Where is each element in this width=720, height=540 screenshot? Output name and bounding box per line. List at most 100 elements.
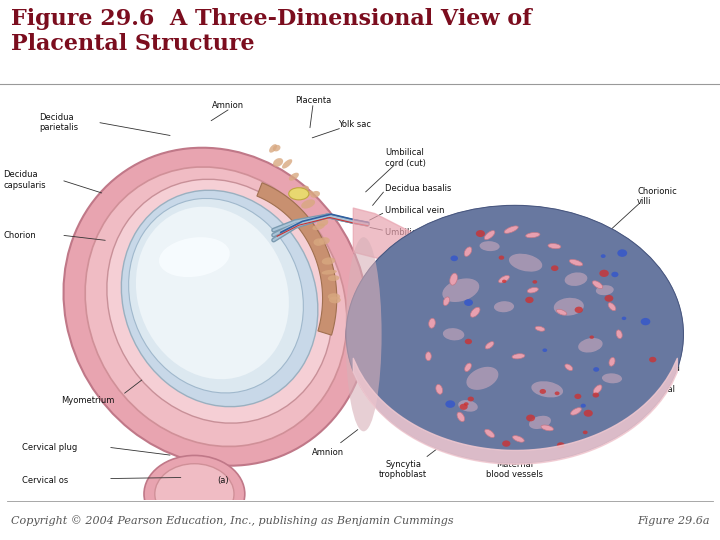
Circle shape: [525, 297, 534, 303]
Circle shape: [599, 269, 609, 277]
Circle shape: [499, 255, 504, 260]
Text: Placenta: Placenta: [295, 96, 331, 105]
Ellipse shape: [317, 219, 328, 226]
Ellipse shape: [300, 186, 309, 192]
Ellipse shape: [593, 281, 603, 288]
Circle shape: [551, 265, 559, 271]
Ellipse shape: [450, 273, 457, 285]
Circle shape: [593, 367, 599, 372]
Text: Area filled
with
maternal
blood: Area filled with maternal blood: [637, 364, 680, 404]
Ellipse shape: [303, 191, 312, 197]
Circle shape: [346, 205, 684, 464]
Ellipse shape: [548, 244, 561, 249]
Ellipse shape: [554, 298, 584, 315]
Circle shape: [584, 410, 593, 417]
Text: Decidua
parietalis: Decidua parietalis: [40, 112, 78, 132]
Circle shape: [617, 249, 627, 257]
Text: Cervical plug: Cervical plug: [22, 443, 77, 451]
Ellipse shape: [464, 247, 472, 256]
Circle shape: [446, 400, 455, 408]
Circle shape: [502, 280, 506, 283]
Ellipse shape: [494, 301, 514, 312]
Ellipse shape: [129, 199, 303, 393]
Circle shape: [611, 272, 618, 277]
Ellipse shape: [464, 363, 472, 372]
Text: Amnion: Amnion: [312, 448, 343, 457]
Text: (a): (a): [217, 476, 229, 485]
Ellipse shape: [564, 272, 588, 286]
Ellipse shape: [136, 207, 289, 379]
Text: Amnion: Amnion: [212, 101, 245, 110]
Circle shape: [582, 430, 588, 434]
Ellipse shape: [527, 287, 539, 293]
Ellipse shape: [499, 275, 509, 283]
Ellipse shape: [346, 237, 382, 431]
Ellipse shape: [442, 279, 480, 302]
Ellipse shape: [541, 425, 554, 431]
Ellipse shape: [602, 373, 622, 383]
Ellipse shape: [480, 241, 500, 251]
Ellipse shape: [444, 297, 449, 306]
Ellipse shape: [301, 199, 315, 208]
Ellipse shape: [312, 224, 325, 230]
Circle shape: [600, 254, 606, 258]
Ellipse shape: [313, 238, 324, 246]
Ellipse shape: [504, 226, 518, 233]
Ellipse shape: [485, 429, 495, 437]
Text: Chorion: Chorion: [4, 231, 36, 240]
Circle shape: [641, 318, 650, 325]
Text: Figure 29.6  A Three-Dimensional View of
Placental Structure: Figure 29.6 A Three-Dimensional View of …: [11, 8, 531, 55]
Text: Figure 29.6a: Figure 29.6a: [636, 516, 709, 526]
Circle shape: [575, 307, 583, 313]
Ellipse shape: [458, 400, 478, 411]
Ellipse shape: [529, 416, 551, 429]
Ellipse shape: [322, 258, 335, 265]
Ellipse shape: [485, 231, 495, 240]
Circle shape: [464, 299, 473, 306]
Ellipse shape: [328, 293, 340, 300]
Circle shape: [590, 335, 594, 339]
Text: Copyright © 2004 Pearson Education, Inc., publishing as Benjamin Cummings: Copyright © 2004 Pearson Education, Inc.…: [11, 516, 454, 526]
Circle shape: [539, 389, 546, 394]
Ellipse shape: [269, 144, 277, 153]
Ellipse shape: [512, 354, 525, 359]
Ellipse shape: [485, 342, 494, 349]
Ellipse shape: [608, 303, 616, 310]
Ellipse shape: [289, 188, 309, 200]
Ellipse shape: [565, 364, 572, 370]
Text: Myometrium: Myometrium: [61, 396, 114, 405]
Polygon shape: [257, 183, 337, 335]
Ellipse shape: [282, 159, 292, 168]
Circle shape: [451, 255, 458, 261]
Ellipse shape: [570, 259, 582, 266]
Ellipse shape: [436, 384, 443, 394]
Ellipse shape: [155, 464, 234, 524]
Circle shape: [476, 230, 485, 237]
Ellipse shape: [289, 173, 299, 181]
Circle shape: [593, 393, 599, 397]
Ellipse shape: [596, 285, 613, 295]
Ellipse shape: [609, 357, 615, 366]
Text: Cervical os: Cervical os: [22, 476, 68, 485]
Text: Decidua
capsularis: Decidua capsularis: [4, 170, 46, 190]
Circle shape: [575, 394, 581, 399]
Circle shape: [533, 280, 537, 284]
Ellipse shape: [526, 233, 540, 238]
Circle shape: [649, 357, 657, 362]
Ellipse shape: [535, 326, 545, 331]
Circle shape: [542, 348, 547, 352]
Ellipse shape: [470, 307, 480, 317]
Ellipse shape: [322, 270, 337, 275]
Circle shape: [580, 404, 586, 408]
Circle shape: [464, 402, 469, 406]
Text: Umbilical arteries: Umbilical arteries: [385, 228, 459, 237]
Ellipse shape: [85, 167, 347, 447]
Ellipse shape: [557, 309, 567, 315]
Ellipse shape: [273, 158, 283, 167]
Text: Umbilical
cord (cut): Umbilical cord (cut): [385, 148, 426, 168]
Text: Chorionic
villi: Chorionic villi: [637, 187, 677, 206]
Ellipse shape: [571, 408, 581, 415]
Ellipse shape: [144, 455, 245, 532]
Ellipse shape: [443, 328, 464, 340]
Circle shape: [621, 316, 626, 320]
